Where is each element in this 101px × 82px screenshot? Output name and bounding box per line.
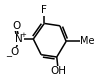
- Text: OH: OH: [50, 66, 66, 76]
- Text: F: F: [41, 5, 47, 15]
- Text: O: O: [10, 47, 19, 57]
- Text: Me: Me: [80, 36, 95, 46]
- Text: O: O: [12, 21, 20, 31]
- Text: −: −: [6, 52, 13, 61]
- Text: N: N: [15, 34, 23, 44]
- Text: +: +: [21, 32, 26, 38]
